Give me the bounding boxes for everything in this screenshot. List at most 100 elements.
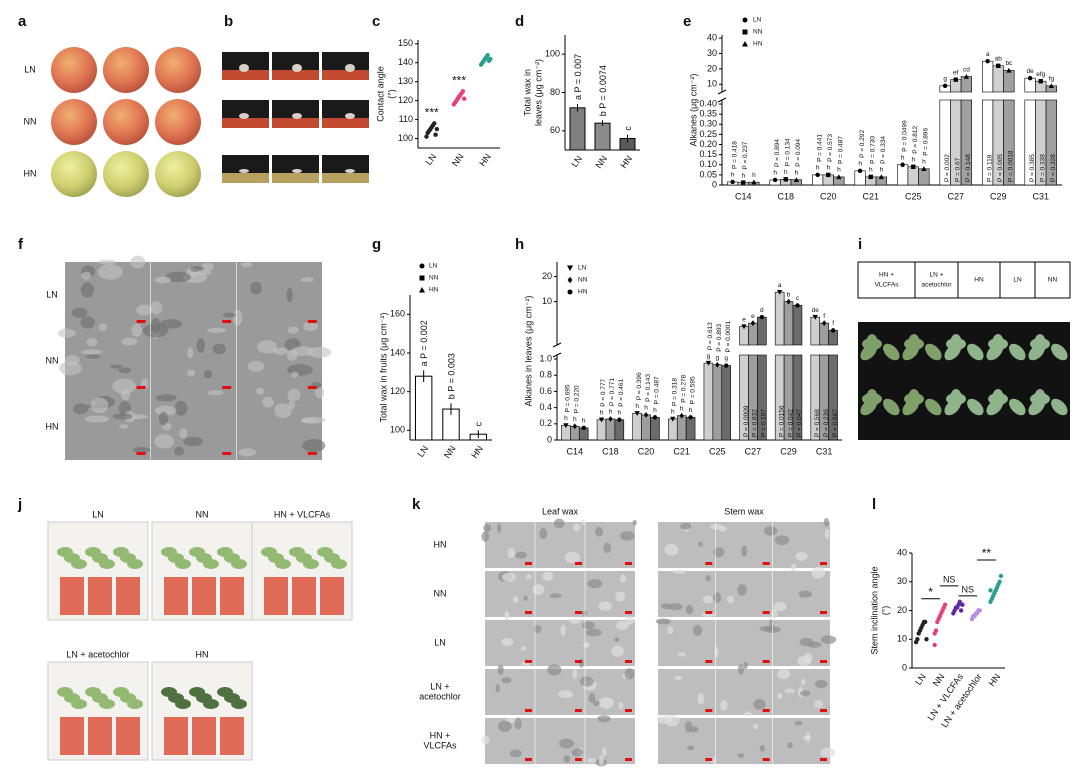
y-tick-label: 100: [390, 425, 405, 435]
sem-texture: [132, 447, 151, 453]
bar: [1045, 99, 1057, 186]
bar: [960, 76, 972, 93]
data-point: [1027, 75, 1033, 81]
sem-texture: [532, 584, 545, 596]
photo-surface: [272, 70, 319, 80]
x-tick-label: LN: [415, 444, 430, 459]
panel-letter: k: [412, 496, 421, 513]
plant-leaf: [127, 559, 143, 569]
plant-leaf: [967, 343, 984, 361]
panel-letter: a: [18, 13, 27, 30]
plant-leaf: [203, 699, 219, 709]
plant-leaf: [275, 559, 291, 569]
p-value: P = 0.148: [965, 154, 972, 182]
sem-texture: [790, 563, 797, 572]
sem-texture: [614, 637, 620, 643]
table-header: VLCFAs: [875, 282, 900, 289]
panel-letter: f: [18, 236, 24, 253]
photo-surface: [272, 173, 319, 183]
table-header: HN: [974, 277, 984, 284]
droplet: [239, 113, 249, 119]
droplet: [292, 64, 302, 72]
data-point: [857, 168, 863, 174]
data-point: [715, 361, 720, 368]
significance-letter: h: [731, 172, 735, 179]
legend-marker: [567, 265, 573, 271]
data-point: [460, 88, 466, 94]
p-value: P = 0.292: [859, 130, 866, 158]
sem-texture: [616, 620, 629, 631]
sem-texture: [560, 624, 566, 636]
data-point: [915, 637, 920, 642]
pot: [264, 577, 288, 615]
significance-letter: a: [986, 51, 990, 58]
pot: [220, 717, 244, 755]
sem-texture: [57, 328, 76, 338]
significance-letter: h: [573, 416, 577, 423]
significance-letter: e: [751, 313, 755, 320]
significance-letter: h: [816, 165, 820, 172]
pot: [192, 577, 216, 615]
scale-bar: [575, 758, 582, 761]
apple-photo: [103, 151, 149, 197]
sem-texture: [573, 523, 581, 532]
p-value: P = 0.812: [912, 126, 919, 154]
sem-texture: [533, 624, 542, 634]
sem-texture: [207, 327, 227, 333]
significance-letter: h: [922, 159, 926, 166]
sem-texture: [483, 523, 492, 533]
scale-bar: [307, 386, 317, 389]
data-point: [985, 58, 990, 64]
apple-photo: [103, 99, 149, 145]
sem-texture: [814, 699, 824, 709]
significance-letter: d: [760, 307, 764, 314]
sem-texture: [509, 749, 522, 758]
sem-texture: [302, 439, 326, 453]
scale-bar: [762, 709, 770, 712]
legend-label: NN: [753, 29, 763, 36]
sem-texture: [81, 271, 92, 280]
data-point: [617, 417, 622, 422]
p-value: P = 0.441: [816, 134, 823, 162]
plant-leaf: [1028, 343, 1045, 361]
p-value: P = 0.334: [880, 136, 887, 164]
bar: [569, 107, 586, 151]
sem-texture: [759, 744, 765, 752]
panel-letter: e: [683, 13, 691, 30]
sem-texture: [119, 424, 129, 429]
data-point: [868, 174, 873, 180]
pot: [60, 577, 84, 615]
y-tick-label: 0: [902, 662, 907, 672]
data-point: [608, 416, 613, 422]
plant-leaf: [1009, 343, 1026, 361]
significance-label: a P = 0.007: [573, 54, 583, 100]
sem-texture: [158, 411, 169, 426]
data-point: [581, 425, 586, 431]
p-value: P = 0.573: [827, 134, 834, 162]
sem-texture: [501, 677, 512, 684]
sem-texture: [597, 715, 611, 723]
legend-marker: [742, 41, 748, 47]
table-header: LN +: [930, 272, 944, 279]
sem-texture: [801, 678, 806, 686]
bar: [897, 164, 909, 186]
plant-leaf: [71, 699, 87, 709]
sem-texture: [112, 378, 136, 395]
y-tick-label: 140: [398, 57, 413, 67]
data-point: [751, 179, 757, 185]
sem-texture: [727, 595, 735, 604]
sem-texture: [594, 526, 604, 537]
sem-texture: [121, 337, 138, 346]
sem-texture: [581, 519, 586, 526]
sem-texture: [303, 321, 318, 332]
data-point: [996, 63, 1001, 69]
sem-texture: [774, 535, 790, 546]
photo-surface: [222, 173, 269, 183]
p-value: P = 0.771: [609, 378, 616, 406]
scale-bar: [136, 452, 146, 455]
y-tick-label: 0.2: [539, 418, 552, 428]
bar: [960, 99, 972, 186]
bar: [757, 354, 767, 441]
significance-label: c: [474, 421, 484, 426]
bar: [982, 60, 994, 93]
